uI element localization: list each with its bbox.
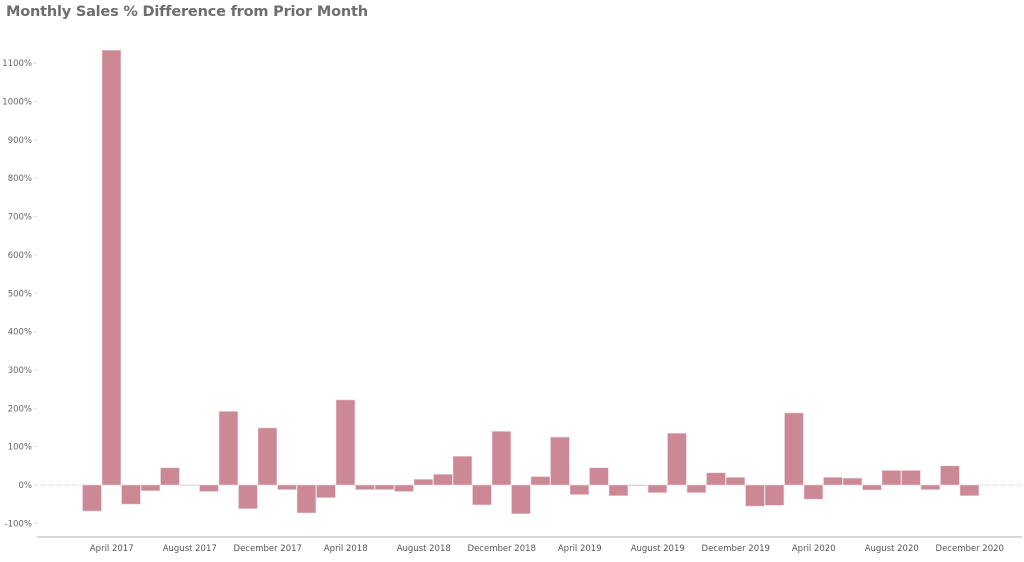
y-tick-label: 600% — [8, 251, 32, 261]
bar-jul-2017[interactable] — [160, 467, 180, 486]
x-tick-label: December 2020 — [936, 544, 1004, 554]
bar-oct-2019[interactable] — [686, 484, 707, 493]
bar-oct-2020[interactable] — [920, 484, 941, 490]
y-tick-label: 400% — [8, 328, 32, 338]
bar-jun-2020[interactable] — [842, 477, 863, 486]
y-tick-label: 900% — [8, 136, 32, 146]
y-tick-label: 200% — [8, 404, 32, 414]
bar-jan-2018[interactable] — [277, 484, 297, 490]
bar-apr-2019[interactable] — [569, 484, 590, 495]
bar-mar-2017[interactable] — [82, 484, 102, 512]
y-tick-label: 300% — [8, 366, 32, 376]
bar-aug-2017[interactable] — [179, 484, 200, 486]
y-axis: -100% 0% 100% 200% 300% 400% 500% 600% 700% 800% 9… — [2, 59, 37, 529]
bar-may-2018[interactable] — [355, 484, 375, 490]
x-tick-label: August 2019 — [631, 544, 685, 554]
bar-oct-2017[interactable] — [218, 411, 239, 486]
bar-may-2020[interactable] — [823, 477, 843, 486]
x-tick-label: August 2017 — [163, 544, 217, 554]
y-tick-label: 500% — [8, 289, 32, 299]
bar-dec-2020[interactable] — [959, 484, 980, 497]
bar-apr-2018[interactable] — [335, 399, 356, 486]
y-tick-label: 1000% — [2, 98, 32, 108]
x-axis: April 2017 August 2017 December 2017 April … — [37, 536, 1022, 554]
x-tick-label: August 2018 — [397, 544, 451, 554]
bar-feb-2019[interactable] — [530, 476, 551, 486]
bar-may-2019[interactable] — [589, 467, 609, 486]
y-tick-label: -100% — [5, 519, 32, 529]
x-tick-label: April 2020 — [792, 544, 836, 554]
chart-title: Monthly Sales % Difference from Prior Mo… — [6, 4, 368, 20]
bar-mar-2020[interactable] — [784, 412, 804, 486]
bar-feb-2020[interactable] — [764, 484, 785, 506]
bar-mar-2018[interactable] — [316, 484, 336, 498]
y-tick-label: 100% — [8, 443, 32, 453]
bar-jun-2018[interactable] — [374, 484, 395, 490]
bar-jul-2020[interactable] — [862, 484, 882, 491]
y-tick-label: 700% — [8, 213, 32, 223]
bar-jan-2020[interactable] — [745, 484, 765, 507]
bar-nov-2019[interactable] — [706, 472, 726, 486]
bar-jun-2017[interactable] — [140, 484, 161, 492]
bar-may-2017[interactable] — [121, 484, 141, 505]
x-tick-label: April 2018 — [324, 544, 368, 554]
x-tick-label: December 2017 — [234, 544, 302, 554]
bar-apr-2017[interactable] — [101, 49, 122, 486]
y-tick-label: 800% — [8, 174, 32, 184]
bar-nov-2018[interactable] — [472, 484, 492, 506]
bar-jan-2019[interactable] — [511, 484, 531, 515]
bar-nov-2020[interactable] — [940, 465, 960, 486]
y-tick-label: 1100% — [2, 59, 32, 69]
bar-jul-2018[interactable] — [394, 484, 414, 492]
bar-sep-2017[interactable] — [199, 484, 219, 492]
bar-oct-2018[interactable] — [452, 455, 473, 486]
bar-aug-2019[interactable] — [647, 484, 668, 493]
y-tick-label: 0% — [19, 481, 33, 491]
bar-sep-2018[interactable] — [433, 473, 453, 486]
bar-dec-2017[interactable] — [257, 427, 278, 486]
bar-dec-2018[interactable] — [491, 431, 512, 486]
x-tick-label: December 2019 — [702, 544, 770, 554]
bar-apr-2020[interactable] — [803, 484, 824, 500]
bar-jun-2019[interactable] — [608, 484, 629, 497]
bar-sep-2019[interactable] — [667, 432, 687, 486]
bar-aug-2018[interactable] — [413, 478, 434, 486]
bar-sep-2020[interactable] — [901, 470, 921, 486]
x-tick-label: April 2017 — [90, 544, 134, 554]
bar-nov-2017[interactable] — [238, 484, 258, 510]
bars — [82, 49, 980, 515]
bar-aug-2020[interactable] — [881, 470, 902, 486]
x-tick-label: April 2019 — [558, 544, 602, 554]
bar-jul-2019[interactable] — [628, 484, 648, 487]
bar-feb-2018[interactable] — [296, 484, 317, 514]
x-tick-label: August 2020 — [865, 544, 919, 554]
bar-mar-2019[interactable] — [550, 436, 570, 486]
bar-dec-2019[interactable] — [725, 477, 746, 486]
x-tick-label: December 2018 — [468, 544, 536, 554]
